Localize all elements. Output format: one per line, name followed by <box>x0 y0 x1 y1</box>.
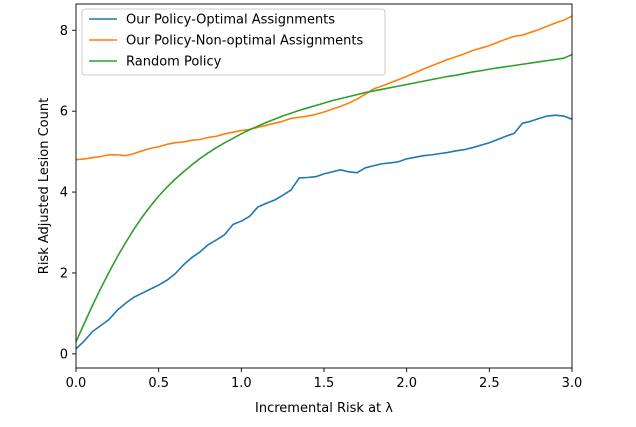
x-axis-label: Incremental Risk at λ <box>255 401 393 416</box>
legend-label-optimal: Our Policy-Optimal Assignments <box>126 13 335 28</box>
ticks-layer: 0.0 0.5 1.0 1.5 2.0 2.5 3.0 0 2 4 6 8 <box>60 24 583 391</box>
legend: Our Policy-Optimal Assignments Our Polic… <box>81 8 386 76</box>
x-tick-label: 0.5 <box>148 376 169 391</box>
y-tick-label: 6 <box>60 105 68 120</box>
series-layer <box>75 15 573 350</box>
x-tick-label: 1.5 <box>314 376 335 391</box>
y-tick-label: 0 <box>60 347 68 362</box>
y-tick-label: 8 <box>60 24 68 39</box>
x-tick-label: 2.5 <box>479 376 500 391</box>
x-tick-label: 0.0 <box>66 376 87 391</box>
y-axis-label: Risk Adjusted Lesion Count <box>37 98 52 274</box>
legend-label-random: Random Policy <box>126 55 222 70</box>
series-line-0 <box>75 114 573 350</box>
x-tick-label: 1.0 <box>231 376 252 391</box>
legend-label-non-optimal: Our Policy-Non-optimal Assignments <box>126 34 363 49</box>
y-tick-label: 2 <box>60 266 68 281</box>
x-tick-label: 3.0 <box>562 376 583 391</box>
legend-box <box>81 8 386 76</box>
series-line-2 <box>75 53 573 343</box>
series-line-1 <box>75 15 573 161</box>
x-tick-label: 2.0 <box>396 376 417 391</box>
y-tick-label: 4 <box>60 186 68 201</box>
